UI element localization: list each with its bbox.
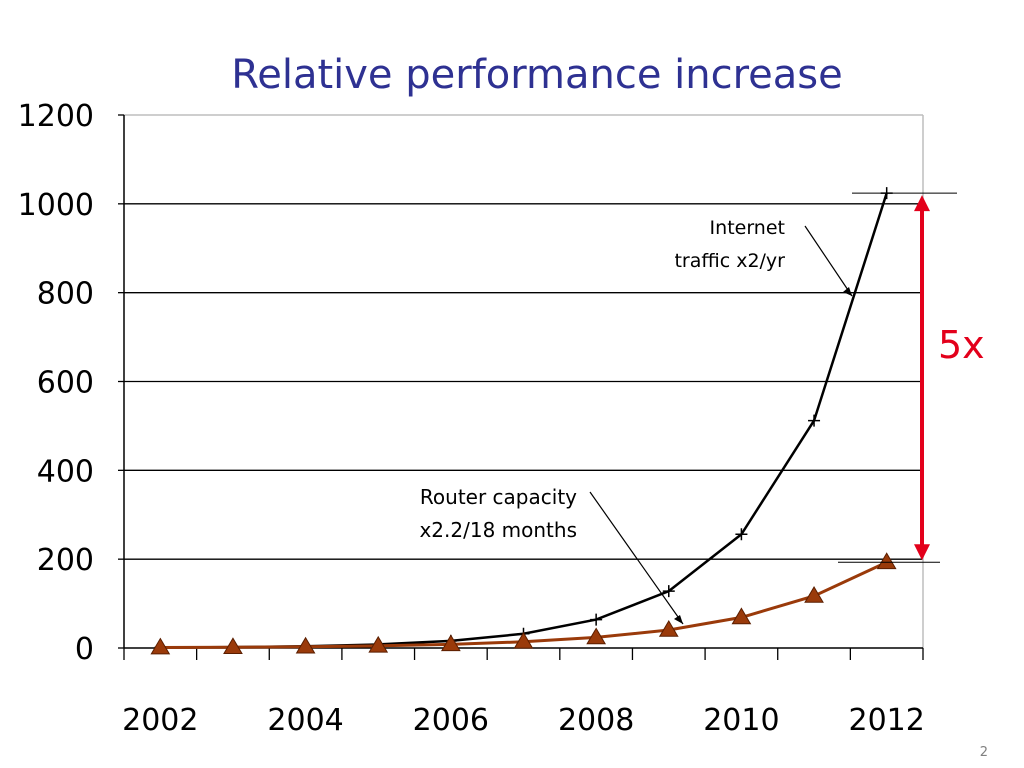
y-tick-label: 200 <box>37 543 94 578</box>
y-tick-label: 400 <box>37 454 94 489</box>
data-point-plus <box>590 613 603 626</box>
data-point-triangle <box>804 586 824 603</box>
gridlines <box>124 203 923 560</box>
internet-leader-arrowhead <box>843 287 852 296</box>
y-tick-label: 1000 <box>18 188 94 223</box>
router-label-line2: x2.2/18 months <box>419 518 577 542</box>
y-tick-label: 600 <box>37 366 94 401</box>
internet-leader-line <box>804 225 853 297</box>
router-label-line1: Router capacity <box>420 485 577 509</box>
router-leader-line <box>589 491 684 625</box>
x-tick-labels: 2002 2004 2006 2008 2010 2012 <box>122 703 925 738</box>
data-point-triangle <box>223 637 243 655</box>
x-tick-label: 2006 <box>413 703 489 738</box>
gap-label: 5x <box>938 323 985 367</box>
y-tick-label: 0 <box>75 632 94 667</box>
x-tick-label: 2012 <box>849 703 925 738</box>
y-tick-labels: 0 200 400 600 800 1000 1200 <box>18 99 94 667</box>
x-tick-label: 2008 <box>558 703 634 738</box>
chart-title: Relative performance increase <box>231 52 843 98</box>
x-tick-label: 2010 <box>703 703 779 738</box>
data-point-triangle <box>876 552 897 570</box>
data-point-triangle <box>150 637 171 655</box>
router-leader-arrowhead <box>674 615 683 624</box>
data-point-triangle <box>658 620 679 637</box>
y-tick-label: 1200 <box>18 99 94 134</box>
gap-arrowhead-bottom <box>914 544 930 561</box>
gap-arrowhead-top <box>914 195 930 212</box>
x-tick-label: 2004 <box>267 703 343 738</box>
page-number: 2 <box>980 745 988 760</box>
internet-label-line1: Internet <box>710 217 785 239</box>
data-point-triangle <box>586 627 607 645</box>
y-tick-label: 800 <box>37 277 94 312</box>
series-router-capacity <box>150 552 897 655</box>
internet-label-line2: traffic x2/yr <box>674 250 785 272</box>
x-tick-label: 2002 <box>122 703 198 738</box>
axes <box>118 114 924 660</box>
data-point-plus <box>808 414 821 427</box>
data-point-triangle <box>368 635 389 653</box>
data-point-triangle <box>295 636 316 654</box>
annotations: Internet traffic x2/yr Router capacity x… <box>419 192 985 625</box>
data-point-plus <box>735 528 748 541</box>
data-point-triangle <box>513 631 534 649</box>
data-point-plus <box>662 585 675 598</box>
data-point-triangle <box>440 634 461 652</box>
data-point-triangle <box>731 607 752 625</box>
